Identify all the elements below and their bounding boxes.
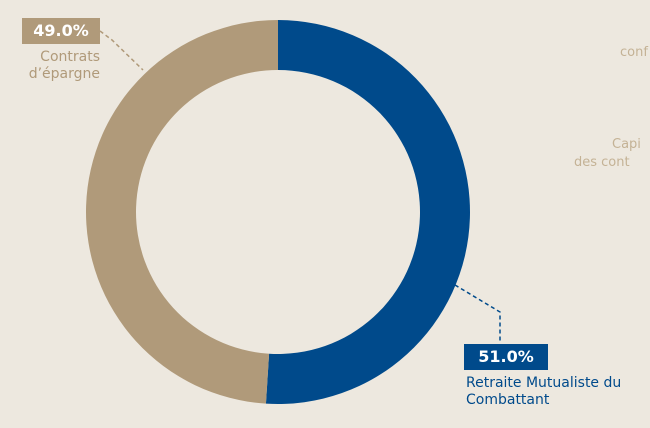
category-label: Retraite Mutualiste du Combattant [466,375,622,408]
donut-slice [265,20,471,404]
value-label: 51.0% [464,344,548,370]
cut-text: Capi [612,137,641,152]
value-label: 49.0% [22,18,100,44]
category-label: Contrats d’épargne [28,49,100,82]
donut-slice [86,20,278,404]
cut-text: conf [620,45,648,60]
cut-text: des cont [574,155,630,170]
leader-line [99,30,144,71]
leader-line [454,284,501,343]
